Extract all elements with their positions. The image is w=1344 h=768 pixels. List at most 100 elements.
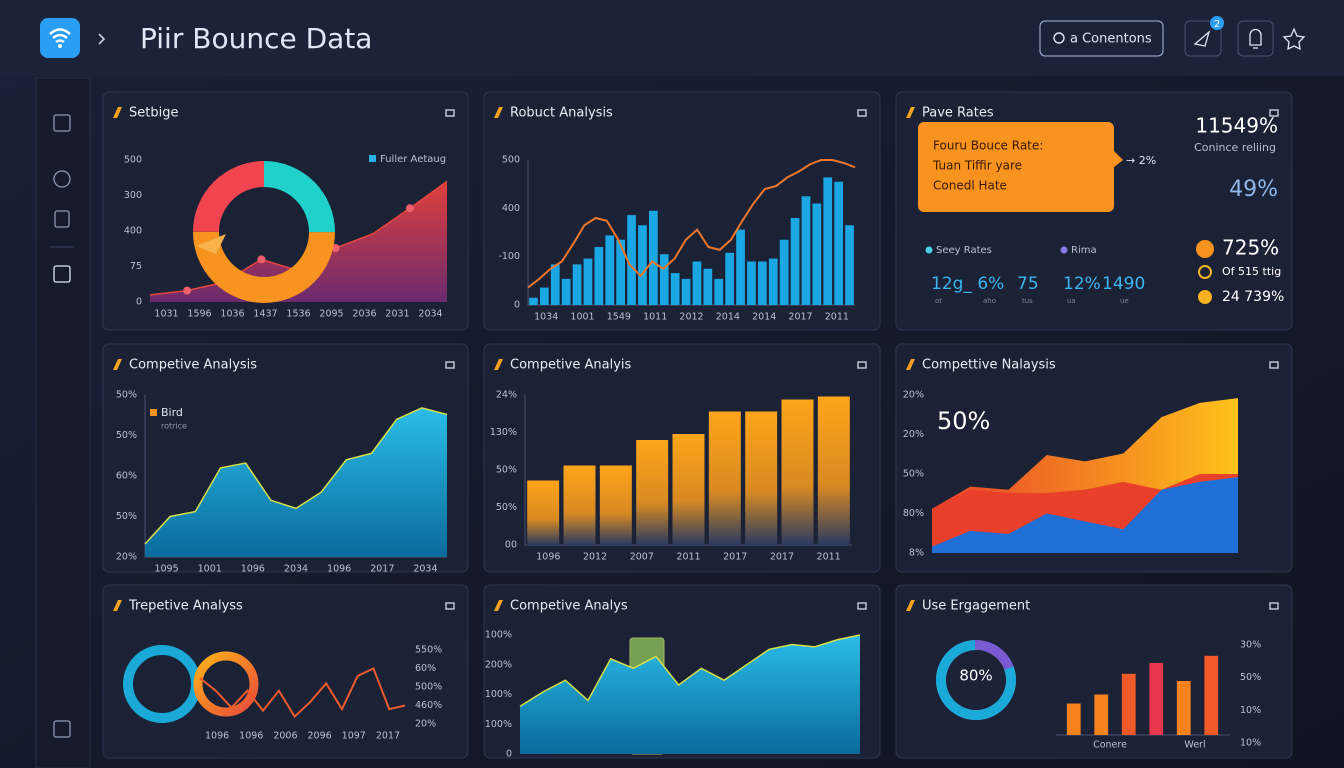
x-tick-label: 1031	[154, 309, 178, 320]
x-tick-label: 2034	[418, 309, 442, 320]
panel-title: Pave Rates	[922, 106, 994, 121]
bar	[616, 239, 626, 305]
y-tick-label: 50%	[116, 390, 137, 401]
stat-value: 12g_ 6%	[931, 274, 1004, 294]
bar	[1204, 655, 1219, 735]
x-tick-label: 2017	[370, 564, 394, 575]
callout	[918, 122, 1114, 212]
y-tick-label: 10%	[1240, 738, 1261, 749]
search-box[interactable]	[1039, 20, 1164, 57]
x-tick-label: 1596	[187, 309, 211, 320]
stat-label: aho	[983, 297, 996, 305]
bar	[845, 225, 854, 305]
panel-menu[interactable]	[445, 361, 455, 369]
y-tick-label: 10%	[1240, 705, 1261, 716]
x-tick-label: 2017	[770, 552, 794, 563]
chevron[interactable]	[98, 33, 106, 45]
nav-folder[interactable]	[53, 720, 71, 738]
y-tick-label: 100%	[485, 719, 512, 730]
x-tick-label: 2011	[676, 552, 700, 563]
side-stat: Of 515 ttig	[1222, 265, 1281, 278]
stat-label: ue	[1120, 297, 1129, 305]
panel-icon	[494, 359, 503, 370]
x-tick-label: 2012	[583, 552, 607, 563]
star-button[interactable]	[1282, 27, 1306, 51]
panel-menu[interactable]	[445, 109, 455, 117]
bar	[757, 261, 767, 305]
bar	[638, 225, 647, 305]
nav-edit[interactable]	[53, 114, 71, 132]
area	[150, 181, 447, 302]
y-tick-label: 300	[124, 190, 142, 201]
x-tick-label: 2011	[825, 312, 849, 323]
bar	[692, 261, 702, 305]
search-icon	[1053, 32, 1065, 44]
side-dot	[1198, 265, 1212, 279]
area	[145, 407, 447, 557]
y-tick-label: 400	[124, 226, 142, 237]
nav-clipboard[interactable]	[54, 210, 70, 228]
x-tick-label: 1549	[607, 312, 631, 323]
panel-menu[interactable]	[1269, 602, 1279, 610]
area	[520, 635, 860, 754]
y-tick-label: 400	[502, 203, 520, 214]
panel-menu[interactable]	[1269, 109, 1279, 117]
send-button[interactable]	[1184, 20, 1222, 57]
legend-swatch	[150, 409, 157, 416]
bar	[659, 254, 669, 305]
panel-menu[interactable]	[1269, 361, 1279, 369]
callout-pointer	[1113, 150, 1123, 168]
bar	[747, 261, 756, 305]
x-tick-label: 1097	[342, 731, 366, 742]
x-tick-label: 2014	[752, 312, 776, 323]
nav-notes[interactable]	[53, 265, 71, 283]
panel-menu[interactable]	[857, 602, 867, 610]
panel-menu[interactable]	[857, 109, 867, 117]
panel-menu[interactable]	[857, 361, 867, 369]
bar	[572, 264, 582, 305]
y-tick-label: 50%	[1240, 672, 1261, 683]
logo[interactable]	[40, 18, 80, 58]
x-tick-label: 2017	[376, 731, 400, 742]
legend-dot	[925, 246, 933, 254]
x-tick-label: 1536	[286, 309, 310, 320]
bar	[1066, 703, 1081, 735]
side-stat: 24 739%	[1222, 289, 1284, 305]
x-tick-label: 1001	[570, 312, 594, 323]
bar	[563, 465, 596, 545]
panel-menu[interactable]	[445, 602, 455, 610]
x-tick-label: 2006	[273, 731, 297, 742]
bar	[812, 203, 822, 305]
bar	[801, 196, 811, 305]
page-title: Piir Bounce Data	[140, 22, 372, 55]
donut-segment	[193, 161, 335, 303]
notification-button[interactable]	[1237, 20, 1274, 57]
legend-sub: rotrice	[161, 422, 187, 431]
nav-compass[interactable]	[53, 170, 71, 188]
y-tick-label: -100	[498, 251, 520, 262]
ring	[193, 651, 259, 717]
area-line	[144, 407, 448, 545]
bar	[681, 278, 691, 305]
sidebar	[35, 77, 91, 768]
legend-label: Fuller Aetaug	[380, 154, 446, 165]
panel-icon	[113, 359, 122, 370]
x-tick-label: 2031	[385, 309, 409, 320]
big-value: 50%	[937, 407, 990, 435]
stat-label: tus	[1022, 297, 1033, 305]
x-tick-label: 1011	[643, 312, 667, 323]
y-tick-label: 100%	[485, 689, 512, 700]
y-tick-label: 20%	[415, 719, 436, 730]
bar	[703, 268, 713, 305]
y-tick-label: 0	[136, 297, 142, 308]
legend-label: Rima	[1071, 245, 1097, 256]
line	[199, 667, 406, 719]
pointer	[196, 234, 226, 254]
side-dot	[1196, 240, 1214, 258]
x-tick-label: 2036	[352, 309, 376, 320]
y-tick-label: 60%	[415, 663, 436, 674]
area-line	[519, 634, 861, 708]
panel	[102, 584, 469, 759]
y-tick-label: 500	[124, 155, 142, 166]
stat-value: 12%	[1063, 274, 1101, 294]
